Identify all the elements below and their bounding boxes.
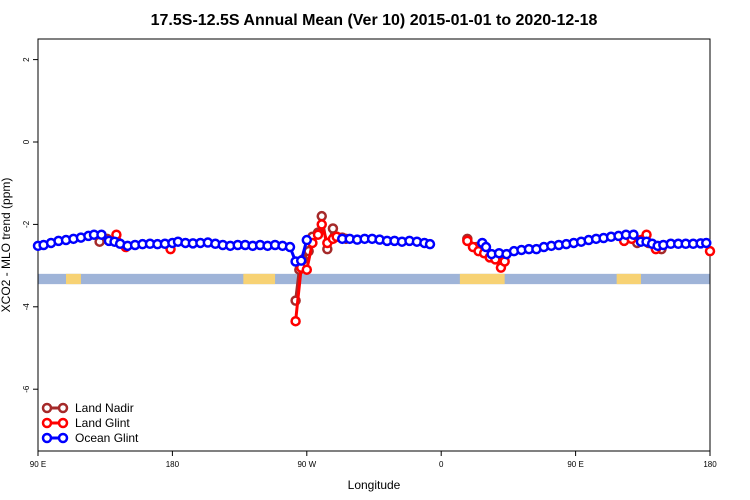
data-point-ocean-glint <box>480 241 492 253</box>
x-tick-label: 90 E <box>567 460 583 469</box>
y-tick-label: 2 <box>22 57 31 62</box>
chart-title: 17.5S-12.5S Annual Mean (Ver 10) 2015-01… <box>151 12 598 29</box>
data-point-ocean-glint <box>628 229 639 240</box>
legend-marker <box>57 417 69 429</box>
data-point-land-glint <box>704 245 716 257</box>
legend-label: Ocean Glint <box>75 431 139 445</box>
data-point-land-glint <box>462 235 473 247</box>
data-point-ocean-glint <box>284 241 296 253</box>
land-segment-0 <box>66 273 81 285</box>
legend-marker <box>41 402 53 414</box>
series-ocean-glint <box>32 229 712 267</box>
legend-label: Land Nadir <box>75 401 134 415</box>
data-point-land-glint <box>312 229 324 240</box>
data-point-ocean-glint <box>424 238 436 250</box>
x-axis-label: Longitude <box>348 478 401 492</box>
legend-item-land-nadir: Land Nadir <box>41 401 134 415</box>
data-point-ocean-glint <box>301 234 313 246</box>
data-point-ocean-glint <box>295 255 307 266</box>
legend-label: Land Glint <box>75 416 130 430</box>
x-tick-label: 90 E <box>30 460 46 469</box>
y-axis-ticks: -6 -4 -2 0 2 <box>22 57 38 393</box>
data-point-land-nadir <box>327 223 339 234</box>
data-point-ocean-glint <box>701 237 712 249</box>
y-tick-label: -6 <box>22 385 31 393</box>
y-tick-label: 0 <box>22 139 31 144</box>
data-point-land-glint <box>301 264 313 275</box>
data-point-land-nadir <box>316 210 327 222</box>
data-point-land-glint <box>316 219 327 230</box>
data-point-ocean-glint <box>96 229 107 240</box>
x-tick-label: 90 W <box>297 460 316 469</box>
data-point-land-glint <box>290 315 301 327</box>
legend-marker <box>41 432 53 444</box>
y-axis-label: XCO2 - MLO trend (ppm) <box>0 178 13 313</box>
series-land-nadir <box>94 210 667 306</box>
legend-item-land-glint: Land Glint <box>41 416 130 430</box>
land-segment-3 <box>616 273 641 285</box>
legend-marker <box>57 432 69 444</box>
x-tick-label: 180 <box>166 460 180 469</box>
legend-item-ocean-glint: Ocean Glint <box>41 431 139 445</box>
y-tick-label: -2 <box>22 220 31 228</box>
land-segment-2 <box>459 273 505 285</box>
land-segment-1 <box>243 273 276 285</box>
x-tick-label: 180 <box>703 460 717 469</box>
ocean-band <box>38 273 710 285</box>
legend-marker <box>41 417 53 429</box>
land-mask-band <box>38 273 710 285</box>
y-tick-label: -4 <box>22 303 31 311</box>
legend-marker <box>57 402 69 414</box>
x-axis-ticks: 90 E 180 90 W 0 90 E 180 <box>30 451 717 469</box>
series-layer <box>32 210 716 327</box>
x-tick-label: 0 <box>439 460 444 469</box>
